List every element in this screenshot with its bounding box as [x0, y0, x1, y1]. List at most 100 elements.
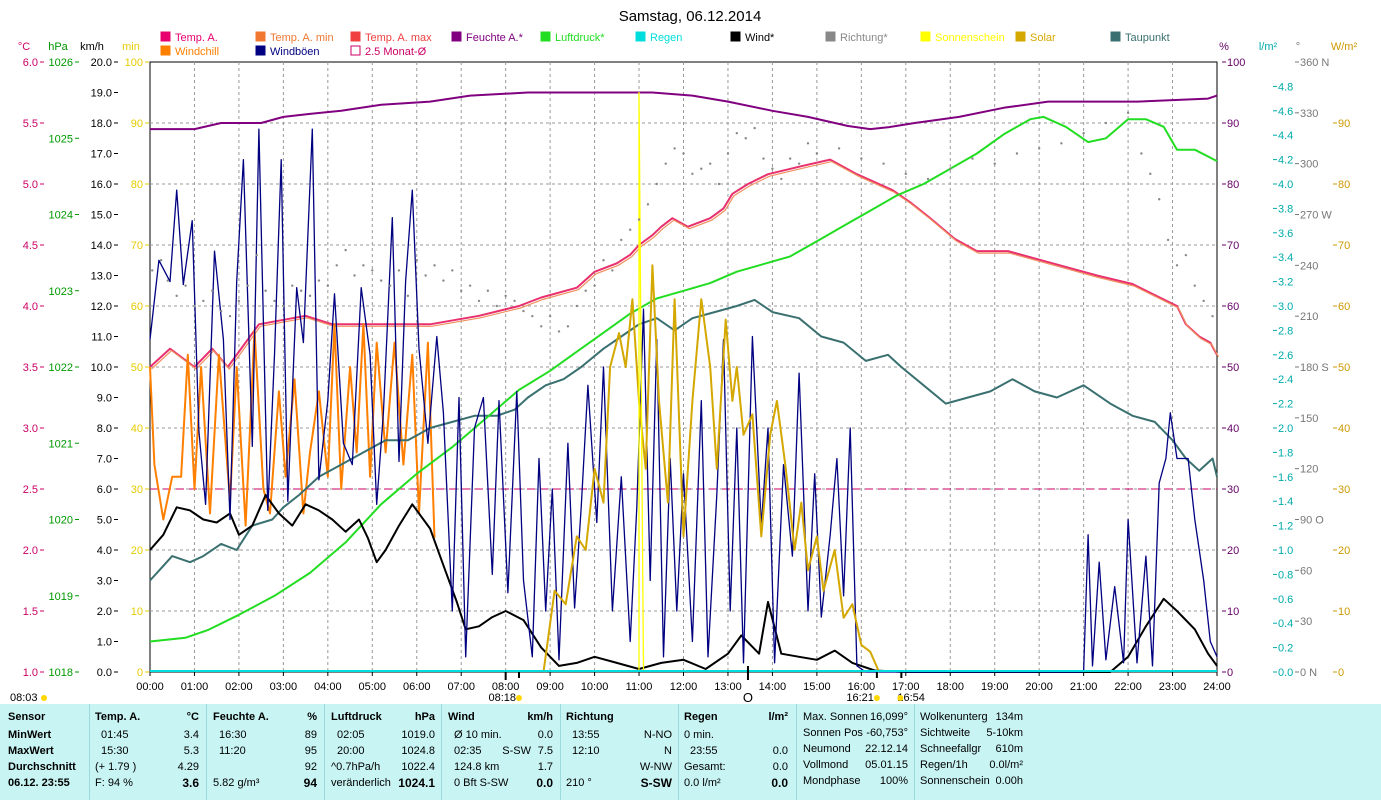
rain-max-value: 0.0 [772, 745, 788, 757]
point-richtung [1175, 264, 1179, 267]
legend-swatch [255, 31, 266, 42]
point-richtung [1158, 198, 1161, 201]
point-richtung [326, 284, 330, 287]
rain-total-label: Gesamt: [684, 761, 726, 773]
axis-tick-label: 30 [1300, 616, 1312, 628]
x-tick-label: 10:00 [581, 681, 609, 693]
moon-icon: O [743, 690, 753, 704]
axis-tick-label: 300 [1300, 159, 1318, 171]
point-richtung [211, 289, 214, 292]
point-richtung [726, 152, 730, 155]
axis-tick-label: 3.0 [23, 423, 38, 435]
point-richtung [415, 259, 418, 262]
point-richtung [584, 289, 587, 292]
point-richtung [637, 218, 641, 221]
temp-avg-note: (+ 1.79 ) [95, 761, 137, 773]
point-richtung [362, 264, 365, 267]
axis-tick-label: 5.5 [23, 118, 38, 130]
x-tick-label: 11:00 [626, 681, 653, 693]
direction-degrees: 210 ° [566, 777, 592, 789]
axis-tick-label: 20 [1227, 545, 1239, 557]
direction-column: Richtung 13:55 N-NO 12:10 N W-NW 210 ° S-SW [566, 704, 672, 800]
axis-tick-label: 30 [131, 484, 143, 496]
direction-avg-value: W-NW [639, 761, 672, 773]
axis-tick-label: 270 W [1300, 210, 1332, 222]
x-tick-label: 15:00 [803, 681, 831, 693]
axis-tick-label: 90 [1338, 118, 1350, 130]
pressure-min-value: 1019.0 [401, 729, 435, 741]
axis-tick-label: 3.2 [1278, 277, 1293, 289]
series-wind- [149, 494, 1218, 673]
axis-tick-label: 13.0 [91, 271, 112, 283]
temp-current-note: F: 94 % [95, 777, 133, 789]
axis-tick-label: 1018 [49, 667, 73, 679]
axis-tick-label: 19.0 [91, 88, 112, 100]
legend-label: Luftdruck* [555, 32, 605, 44]
axis-tick-label: 1.6 [1278, 472, 1293, 484]
point-richtung [1082, 131, 1085, 135]
axis-tick-label: 1.0 [97, 637, 112, 649]
pressure-min-time: 02:05 [337, 729, 365, 741]
temp-current-value: 3.6 [182, 776, 199, 790]
axis-tick-label: 10 [131, 606, 143, 618]
legend-swatch [920, 31, 931, 42]
point-richtung [593, 284, 596, 287]
axis-tick-label: 9.0 [97, 393, 112, 405]
series-temp-a- [149, 158, 1218, 368]
point-richtung [531, 314, 534, 318]
axis-tick-label: 11.0 [91, 332, 112, 344]
axis-tick-label: 1.4 [1278, 496, 1293, 508]
series-solar [542, 264, 881, 673]
axis-tick-label: 3.8 [1278, 203, 1293, 215]
wind-run: 124.8 km [454, 761, 500, 773]
axis-tick-label: 60 [131, 301, 143, 313]
series-taupunkt [149, 298, 1218, 582]
axis-tick-label: 10 [1227, 606, 1239, 618]
point-richtung [397, 269, 401, 272]
axis-tick-label: 1022 [49, 362, 73, 374]
sun-max-label: Max. Sonnen [803, 711, 868, 723]
point-richtung [371, 269, 374, 272]
point-richtung [273, 299, 276, 303]
legend-label: Sonnenschein [935, 32, 1005, 44]
axis-tick-label: 16.0 [91, 179, 112, 191]
humidity-column: Feuchte A.% 16:30 89 11:20 95 92 5.82 g/m³… [213, 704, 317, 800]
point-richtung [789, 157, 792, 160]
rain-title: Regen [684, 711, 718, 723]
series-feuchte-a- [150, 91, 1218, 131]
axis-tick-label: 4.4 [1278, 130, 1293, 142]
axis-tick-label: 2.0 [1278, 423, 1293, 435]
rain-max-time: 23:55 [690, 745, 718, 757]
axis-tick-label: 210 [1300, 311, 1318, 323]
statistics-panel: Sensor MinWert MaxWert Durchschnitt 06.1… [0, 704, 1381, 800]
legend-swatch [1015, 31, 1026, 42]
rain-duration: 0 min. [684, 729, 714, 741]
point-richtung [548, 314, 552, 318]
moon-phase-value: 100% [879, 775, 908, 787]
point-richtung [477, 299, 481, 303]
point-richtung [1104, 121, 1108, 125]
point-richtung [299, 289, 303, 292]
axis-tick-label: 240 [1300, 260, 1318, 272]
sensor-title: Sensor [8, 711, 46, 723]
axis-tick-label: 2.8 [1278, 325, 1293, 337]
axis-tick-label: 40 [1338, 423, 1350, 435]
axis-tick-label: 330 [1300, 108, 1318, 120]
axis-tick-label: 50 [131, 362, 143, 374]
sunrise-label: 08:03 [10, 692, 38, 704]
x-tick-label: 09:00 [536, 681, 564, 693]
legend-label: Temp. A. [175, 32, 218, 44]
axis-tick-label: 2.0 [97, 606, 112, 618]
point-richtung [442, 279, 445, 282]
point-richtung [815, 152, 819, 155]
point-richtung [1166, 238, 1170, 242]
axis-tick-label: 20 [131, 545, 143, 557]
axis-tick-label: 5.0 [97, 515, 112, 527]
axis-tick-label: 40 [1227, 423, 1239, 435]
point-richtung [771, 167, 774, 170]
legend-label: Wind* [745, 32, 775, 44]
axis-tick-label: 1019 [49, 591, 73, 603]
legend-swatch [160, 45, 171, 56]
point-richtung [379, 279, 383, 282]
axis-unit-7: W/m² [1331, 41, 1358, 53]
